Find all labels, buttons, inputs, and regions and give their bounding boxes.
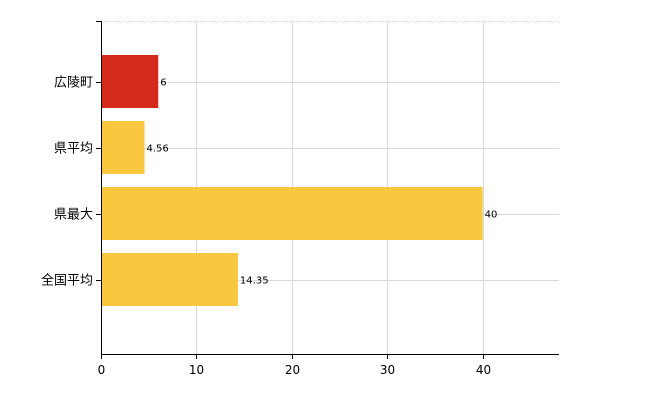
axes <box>96 21 559 359</box>
category-label-1: 県平均 <box>54 142 93 157</box>
x-tick-label-30: 30 <box>380 363 395 377</box>
x-tick-label-10: 10 <box>189 363 204 377</box>
category-label-3: 全国平均 <box>41 273 93 289</box>
category-label-2: 県最大 <box>54 208 93 223</box>
grid <box>101 21 559 354</box>
bar-2 <box>101 187 483 240</box>
value-label-0: 6 <box>160 78 166 89</box>
category-label-0: 広陵町 <box>54 76 93 91</box>
bars <box>101 55 483 306</box>
x-tick-label-20: 20 <box>285 363 300 377</box>
bar-1 <box>101 121 145 174</box>
bar-3 <box>101 253 238 306</box>
value-label-3: 14.35 <box>240 276 269 287</box>
x-tick-label-0: 0 <box>98 363 106 377</box>
labels: 6 広陵町 4.56 県平均 40 県最大 14.35 全国平均 0 10 20 30 40 <box>41 76 497 378</box>
value-label-1: 4.56 <box>147 144 169 155</box>
value-label-2: 40 <box>485 210 498 221</box>
x-tick-label-40: 40 <box>476 363 491 377</box>
bar-0 <box>101 55 159 108</box>
